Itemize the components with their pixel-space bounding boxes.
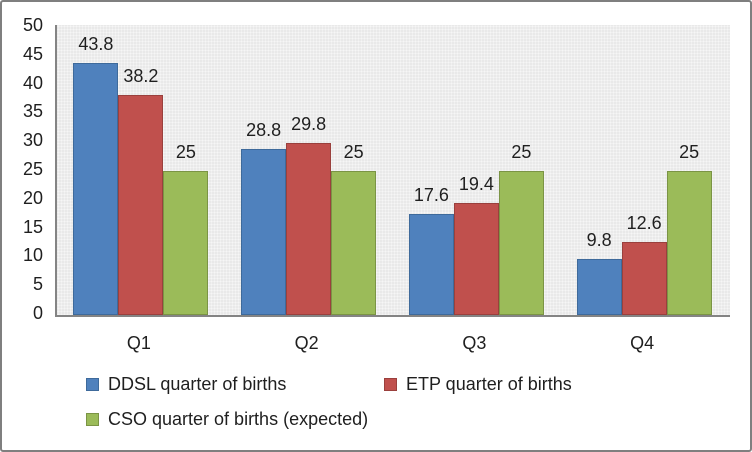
- y-tick-label-45: 45: [22, 43, 43, 64]
- bar-q4-series0: [576, 258, 622, 315]
- legend-label-etp: ETP quarter of births: [406, 374, 572, 394]
- data-label-q3-series2: 25: [511, 142, 532, 162]
- category-label-q1: Q1: [126, 333, 151, 353]
- data-label-q1-series0: 43.8: [78, 33, 114, 54]
- category-label-q2: Q2: [294, 333, 319, 353]
- data-label-q2-series2: 25: [343, 142, 364, 162]
- category-label-q3: Q3: [462, 333, 487, 353]
- y-tick-label-5: 5: [32, 274, 43, 295]
- y-tick-label-50: 50: [22, 15, 43, 35]
- data-label-q1-series2: 25: [175, 142, 196, 162]
- bar-q3-series2: [498, 171, 544, 315]
- bar-q2-series1: [286, 143, 332, 315]
- bar-q1-series0: [73, 62, 119, 315]
- y-tick-label-20: 20: [22, 187, 43, 208]
- data-label-q1-series1: 38.2: [123, 65, 159, 86]
- bar-q2-series0: [241, 149, 287, 315]
- legend-label-cso: CSO quarter of births (expected): [108, 409, 369, 429]
- bar-q4-series2: [666, 171, 712, 315]
- data-label-q2-series1: 29.8: [291, 114, 327, 135]
- legend-swatch-ddsl: [86, 377, 99, 391]
- y-tick-label-25: 25: [22, 159, 43, 179]
- bar-q1-series2: [163, 171, 209, 315]
- legend-item-ddsl: DDSL quarter of births: [86, 374, 286, 394]
- data-label-q2-series0: 28.8: [246, 120, 282, 141]
- y-tick-label-10: 10: [22, 245, 43, 266]
- data-label-q3-series0: 17.6: [413, 184, 449, 205]
- bar-q3-series0: [408, 213, 454, 315]
- y-tick-label-15: 15: [22, 216, 43, 237]
- data-label-q3-series1: 19.4: [458, 174, 494, 195]
- data-label-q4-series0: 9.8: [586, 229, 612, 250]
- legend-item-etp: ETP quarter of births: [384, 374, 572, 394]
- y-axis-labels: 0 5 10 15 20 25 30 35 40 45 50: [2, 2, 43, 450]
- bar-q3-series1: [453, 203, 499, 315]
- category-label-q4: Q4: [630, 333, 655, 353]
- bar-q1-series1: [118, 94, 164, 315]
- y-tick-label-40: 40: [22, 72, 43, 93]
- data-label-q4-series2: 25: [679, 142, 700, 162]
- bar-q2-series2: [331, 171, 377, 315]
- bar-q4-series1: [621, 242, 667, 315]
- y-tick-label-30: 30: [22, 130, 43, 151]
- y-tick-label-0: 0: [32, 303, 43, 323]
- x-axis-labels: Q1 Q2 Q3 Q4: [55, 332, 728, 356]
- y-tick-label-35: 35: [22, 101, 43, 122]
- legend-swatch-etp: [384, 377, 397, 391]
- data-label-q4-series1: 12.6: [626, 213, 662, 234]
- legend-swatch-cso: [86, 412, 99, 426]
- plot-area: 43.8 38.2 25 28.8 29.8 25 17.6 19.4 25 9.8 12.6 25: [55, 25, 730, 317]
- legend-label-ddsl: DDSL quarter of births: [108, 374, 287, 394]
- legend-item-cso: CSO quarter of births (expected): [86, 409, 368, 429]
